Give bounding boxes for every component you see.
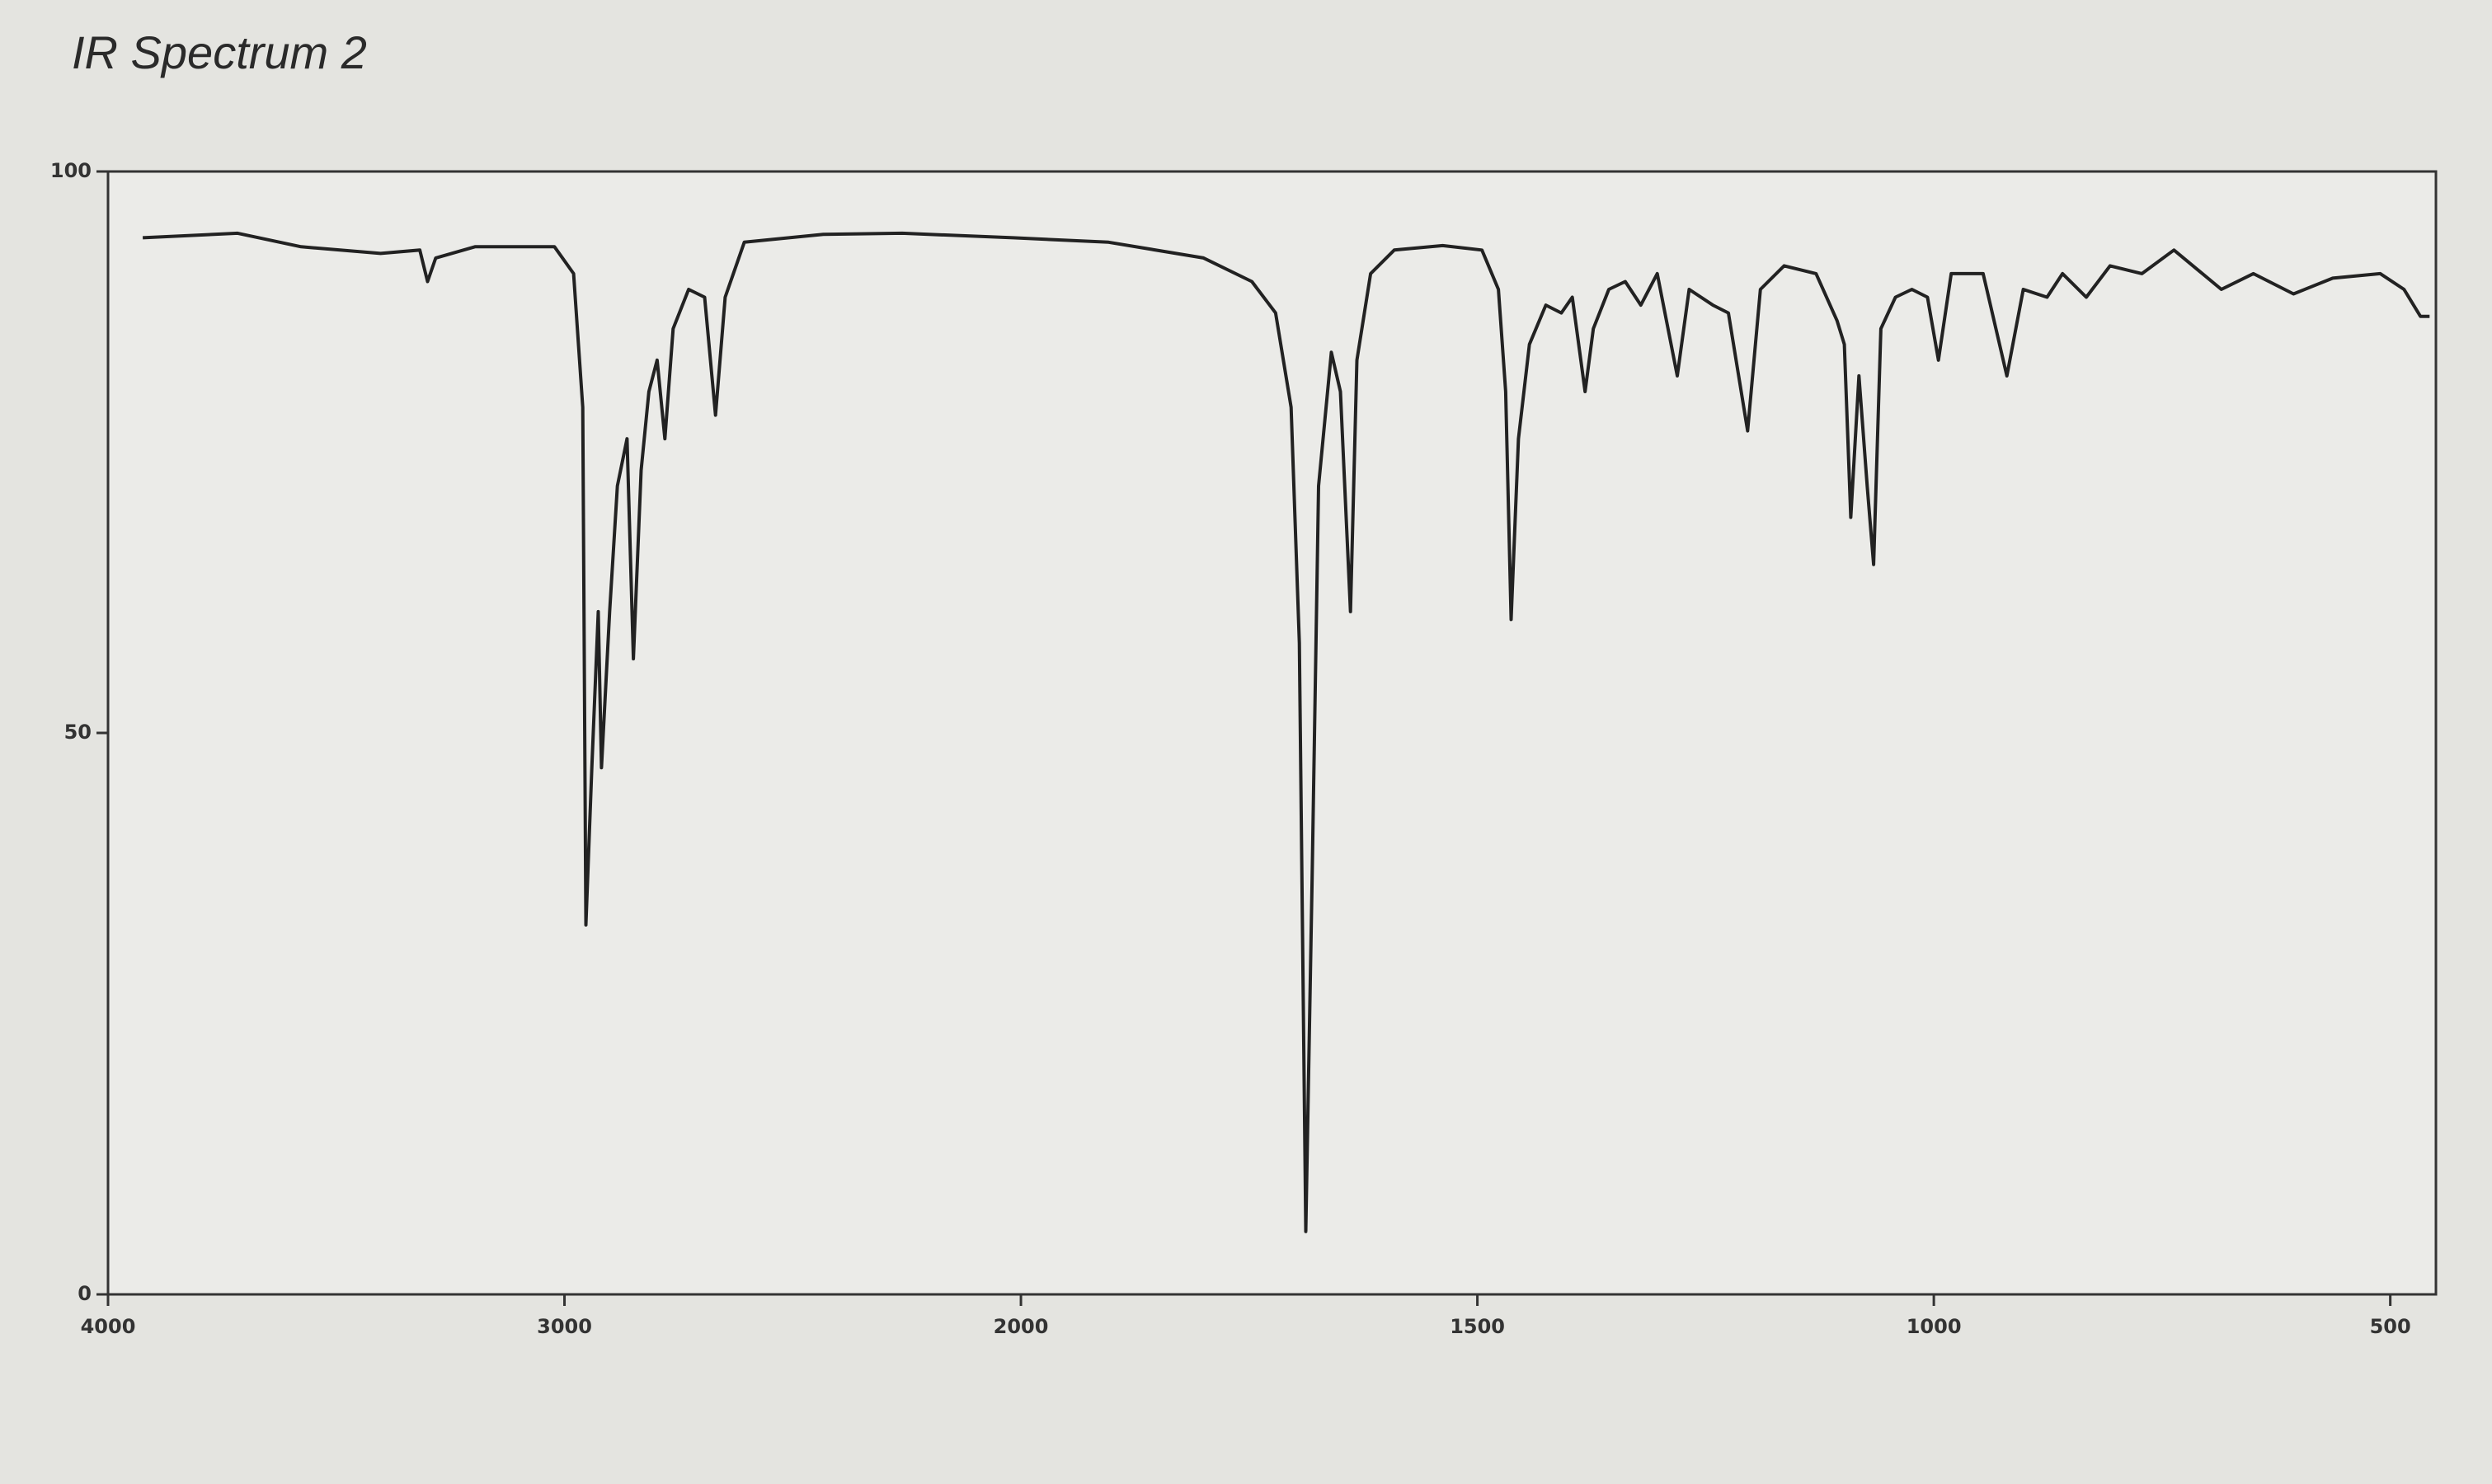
- x-tick-label: 1000: [1907, 1315, 1962, 1338]
- plot-frame: [106, 170, 2438, 1296]
- chart-title: IR Spectrum 2: [72, 26, 367, 78]
- y-tick-label: 50: [64, 721, 92, 744]
- spectrum-line: [143, 231, 2430, 1233]
- x-tick-label: 500: [2370, 1315, 2411, 1338]
- x-tick-label: 4000: [81, 1315, 136, 1338]
- x-tick-label: 1500: [1450, 1315, 1505, 1338]
- y-tick-label: 0: [78, 1282, 92, 1305]
- x-tick-label: 2000: [994, 1315, 1049, 1338]
- y-tick-label: 100: [50, 159, 92, 182]
- x-tick-label: 3000: [537, 1315, 592, 1338]
